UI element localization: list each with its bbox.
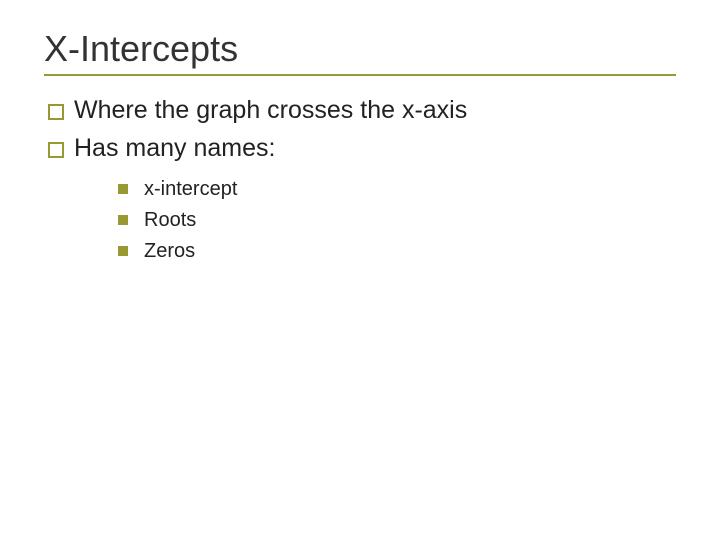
list-item: Zeros (118, 238, 676, 265)
title-underline (44, 74, 676, 76)
bullet-text: x-intercept (144, 178, 237, 200)
slide-title: X-Intercepts (44, 28, 676, 70)
list-item: Has many names: x-intercept Roots Zeros (48, 132, 676, 265)
list-item: Roots (118, 207, 676, 234)
list-item: x-intercept (118, 176, 676, 203)
bullet-text: Has many names: (74, 134, 275, 162)
slide: X-Intercepts Where the graph crosses the… (0, 0, 720, 540)
bullet-text: Roots (144, 209, 196, 231)
list-item: Where the graph crosses the x-axis (48, 94, 676, 128)
bullet-text: Where the graph crosses the x-axis (74, 96, 467, 124)
bullet-list-level1: Where the graph crosses the x-axis Has m… (44, 94, 676, 265)
bullet-text: Zeros (144, 240, 195, 262)
bullet-list-level2: x-intercept Roots Zeros (74, 176, 676, 265)
